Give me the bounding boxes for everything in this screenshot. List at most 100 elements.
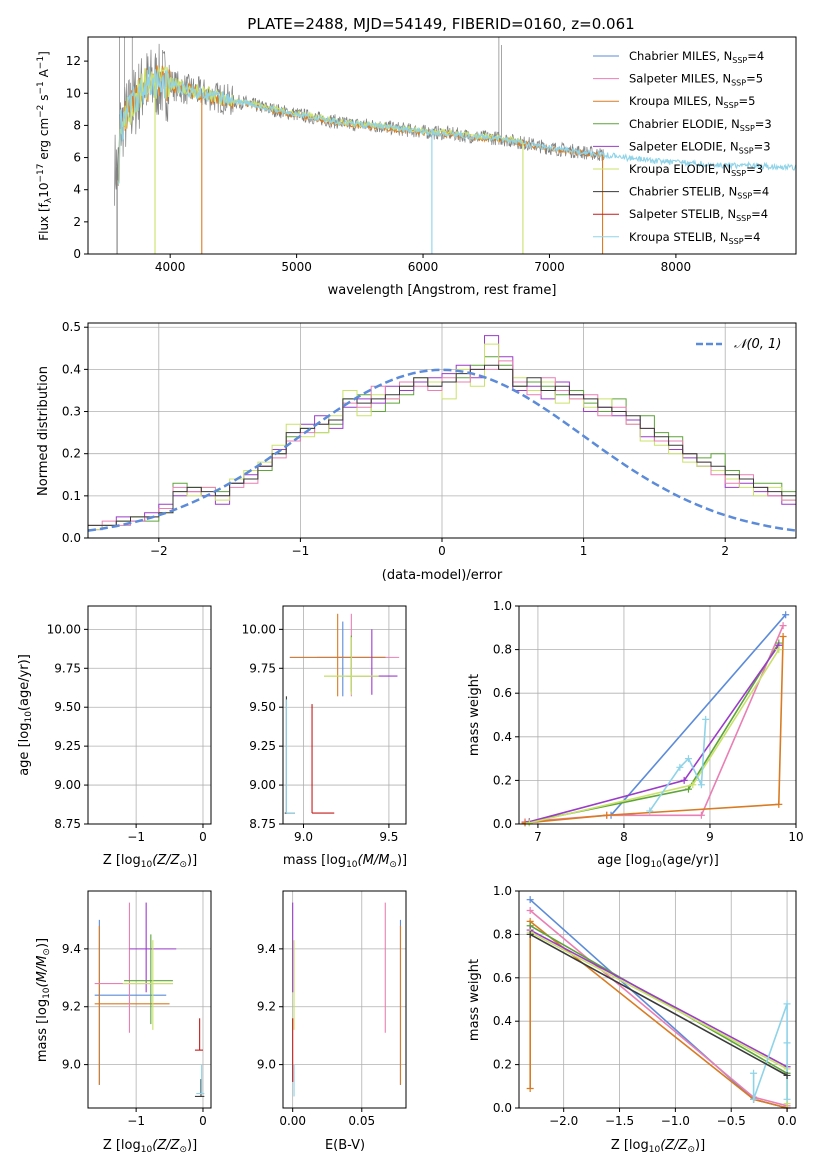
y-tick-label: 0.3 — [62, 405, 81, 419]
y-tick-label: 9.0 — [62, 1058, 81, 1072]
legend-label: Kroupa STELIB, NSSP=4 — [629, 230, 760, 246]
y-tick-label: 0.5 — [62, 320, 81, 334]
y-tick-label: 0.4 — [493, 1014, 512, 1028]
model-spectrum-line — [117, 66, 525, 185]
residuals-legend: 𝒩(0, 1) — [696, 337, 781, 352]
residual-histogram-step — [88, 364, 796, 526]
model-spectrum-line — [117, 66, 796, 185]
mass-weight-marker — [779, 633, 787, 641]
y-tick-label: 1.0 — [493, 884, 512, 898]
y-tick-label: 12 — [66, 54, 81, 68]
mass-weight-marker — [702, 715, 710, 723]
mass-weight-marker — [783, 1039, 791, 1047]
massweight-vs-age-frame — [518, 605, 797, 825]
massweight-vs-age-ylabel: mass weight — [467, 674, 482, 756]
x-tick-label: 6000 — [408, 260, 439, 274]
x-tick-label: 9.0 — [294, 830, 313, 844]
massweight-vs-z-xlabel: Z [log10(Z/Z⊙)] — [611, 1138, 705, 1155]
massweight-vs-z-ylabel: mass weight — [467, 959, 482, 1041]
age-vs-z-panel: −1 0 8.75 9.00 9.25 9.50 9.75 10.00 Z [log10(Z/… — [17, 605, 212, 870]
x-tick-label: 0 — [199, 830, 207, 844]
mass-weight-marker — [684, 785, 692, 793]
y-tick-label: 9.25 — [249, 739, 276, 753]
x-tick-label: −1 — [127, 830, 145, 844]
massweight-vs-z-frame — [518, 890, 797, 1109]
y-tick-label: 9.0 — [257, 1058, 276, 1072]
y-tick-label: 9.00 — [249, 778, 276, 792]
y-tick-label: 9.75 — [249, 661, 276, 675]
mass-weight-marker — [775, 800, 783, 808]
y-tick-label: 9.2 — [62, 1000, 81, 1014]
mass-vs-z-frame — [87, 890, 212, 1109]
mass-weight-marker — [783, 1095, 791, 1103]
y-tick-label: 0.2 — [62, 447, 81, 461]
spectrum-frame — [87, 36, 797, 255]
mass-weight-marker — [526, 1084, 534, 1092]
x-tick-label: 0.05 — [348, 1114, 375, 1128]
y-tick-label: 9.50 — [54, 700, 81, 714]
x-tick-label: −2.0 — [549, 1114, 578, 1128]
x-tick-label: −1.5 — [605, 1114, 634, 1128]
residuals-xlabel: (data-model)/error — [382, 568, 503, 583]
age-vs-mass-frame — [282, 605, 407, 825]
normal-legend-label: 𝒩(0, 1) — [734, 337, 781, 352]
y-tick-label: 0.4 — [62, 362, 81, 376]
x-tick-label: 0 — [438, 544, 446, 558]
mass-weight-marker — [689, 781, 697, 789]
y-tick-label: 9.50 — [249, 700, 276, 714]
mass-weight-marker — [750, 1095, 758, 1103]
mass-weight-marker — [676, 763, 684, 771]
legend-label: Chabrier STELIB, NSSP=4 — [629, 185, 769, 201]
mass-weight-marker — [750, 1069, 758, 1077]
y-tick-label: 0.0 — [493, 817, 512, 831]
x-tick-label: −2 — [150, 544, 168, 558]
x-tick-label: 0.0 — [778, 1114, 797, 1128]
mass-weight-marker — [646, 807, 654, 815]
mass-weight-marker — [775, 646, 783, 654]
y-tick-label: 10 — [66, 86, 81, 100]
mass-vs-ebv-panel: 0.00 0.05 9.0 9.2 9.4 E(B-V) — [257, 890, 407, 1153]
legend-label: Chabrier ELODIE, NSSP=3 — [629, 117, 772, 133]
x-tick-label: −1.0 — [661, 1114, 690, 1128]
legend-label: Chabrier MILES, NSSP=4 — [629, 49, 764, 65]
mass-vs-z-ylabel: mass [log10(M/M⊙)] — [35, 938, 52, 1062]
spectrum-panel: 4000 5000 6000 7000 8000 0 2 4 6 8 10 12 wavelength… — [36, 36, 797, 298]
mass-weight-marker — [525, 819, 533, 827]
spectrum-ylabel: Flux [fλ10−17 erg cm−2 s−1 A−1] — [36, 51, 54, 241]
normal-curve-line — [88, 368, 796, 532]
legend-label: Kroupa ELODIE, NSSP=3 — [629, 162, 763, 178]
y-tick-label: 6 — [73, 151, 81, 165]
y-tick-label: 4 — [73, 183, 81, 197]
x-tick-label: 9 — [706, 830, 714, 844]
x-tick-label: 1 — [580, 544, 588, 558]
mass-vs-ebv-xlabel: E(B-V) — [325, 1138, 365, 1153]
legend-label: Salpeter ELODIE, NSSP=3 — [629, 139, 771, 155]
y-tick-label: 0.0 — [493, 1101, 512, 1115]
x-tick-label: 4000 — [155, 260, 186, 274]
age-vs-z-ylabel: age [log10(age/yr)] — [17, 654, 34, 776]
mass-weight-marker — [526, 930, 534, 938]
mass-weight-marker — [697, 811, 705, 819]
spectrum-title: PLATE=2488, MJD=54149, FIBERID=0160, z=0… — [247, 15, 634, 33]
x-tick-label: 8 — [620, 830, 628, 844]
mass-weight-marker — [603, 811, 611, 819]
mass-vs-z-panel: −1 0 9.0 9.2 9.4 Z [log10(Z/Z⊙)] mass [log10… — [35, 890, 212, 1155]
mass-weight-line — [610, 614, 787, 816]
mass-weight-marker — [684, 755, 692, 763]
massweight-vs-age-xlabel: age [log10(age/yr)] — [597, 853, 719, 870]
mass-weight-marker — [782, 611, 790, 619]
legend-label: Salpeter MILES, NSSP=5 — [629, 72, 763, 88]
y-tick-label: 9.4 — [62, 942, 81, 956]
residuals-ylabel: Normed distribution — [36, 366, 51, 496]
x-tick-label: 10 — [788, 830, 803, 844]
residual-histogram-step — [88, 360, 796, 526]
y-tick-label: 0.2 — [493, 1058, 512, 1072]
y-tick-label: 0.8 — [493, 927, 512, 941]
mass-weight-line — [529, 919, 788, 1109]
y-tick-label: 10.00 — [242, 622, 276, 636]
mass-vs-z-xlabel: Z [log10(Z/Z⊙)] — [103, 1138, 197, 1155]
x-tick-label: 0 — [199, 1114, 207, 1128]
age-vs-z-frame — [87, 605, 212, 825]
x-tick-label: −0.5 — [717, 1114, 746, 1128]
y-tick-label: 2 — [73, 215, 81, 229]
